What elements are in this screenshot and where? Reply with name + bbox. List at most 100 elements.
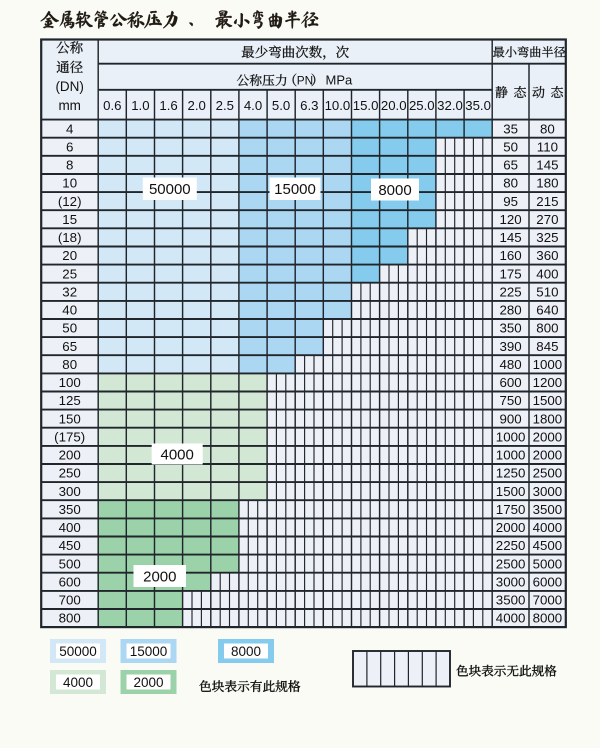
svg-text:1500: 1500 <box>533 393 563 408</box>
svg-text:280: 280 <box>500 303 522 318</box>
svg-text:1.0: 1.0 <box>131 98 149 113</box>
svg-text:20: 20 <box>62 248 77 263</box>
svg-text:6.3: 6.3 <box>300 98 318 113</box>
svg-text:PN: PN <box>297 74 313 88</box>
svg-text:350: 350 <box>500 321 522 336</box>
svg-text:2.0: 2.0 <box>188 98 206 113</box>
svg-text:100: 100 <box>59 375 81 390</box>
svg-text:4: 4 <box>66 121 73 136</box>
svg-text:125: 125 <box>59 393 81 408</box>
svg-text:25: 25 <box>62 266 77 281</box>
svg-text:4500: 4500 <box>533 538 563 553</box>
svg-text:2000: 2000 <box>143 568 176 585</box>
svg-text:1000: 1000 <box>496 429 526 444</box>
svg-text:1000: 1000 <box>496 448 526 463</box>
svg-text:150: 150 <box>59 411 81 426</box>
svg-text:700: 700 <box>59 593 81 608</box>
svg-text:600: 600 <box>59 574 81 589</box>
svg-text:35: 35 <box>503 121 518 136</box>
svg-text:2000: 2000 <box>533 448 563 463</box>
svg-text:15000: 15000 <box>130 644 168 659</box>
svg-text:8000: 8000 <box>231 644 261 659</box>
svg-text:4.0: 4.0 <box>244 98 262 113</box>
svg-text:270: 270 <box>536 212 558 227</box>
svg-text:4000: 4000 <box>496 611 526 626</box>
svg-text:2500: 2500 <box>533 466 563 481</box>
svg-text:40: 40 <box>62 303 77 318</box>
svg-text:225: 225 <box>500 284 522 299</box>
svg-text:35.0: 35.0 <box>465 98 491 113</box>
svg-text:3500: 3500 <box>496 593 526 608</box>
svg-text:1.6: 1.6 <box>159 98 177 113</box>
svg-text:800: 800 <box>536 321 558 336</box>
svg-text:510: 510 <box>536 284 558 299</box>
svg-text:400: 400 <box>536 266 558 281</box>
svg-text:50: 50 <box>62 321 77 336</box>
svg-text:10: 10 <box>62 176 77 191</box>
svg-text:400: 400 <box>59 520 81 535</box>
svg-text:6000: 6000 <box>533 574 563 589</box>
svg-text:200: 200 <box>59 448 81 463</box>
svg-text:180: 180 <box>536 176 558 191</box>
svg-text:450: 450 <box>59 538 81 553</box>
svg-text:80: 80 <box>62 357 77 372</box>
svg-text:750: 750 <box>500 393 522 408</box>
svg-text:1250: 1250 <box>496 466 526 481</box>
svg-text:500: 500 <box>59 556 81 571</box>
svg-text:8: 8 <box>66 158 73 173</box>
svg-text:15.0: 15.0 <box>353 98 379 113</box>
svg-text:2500: 2500 <box>496 556 526 571</box>
svg-text:2000: 2000 <box>133 675 163 690</box>
svg-text:250: 250 <box>59 466 81 481</box>
svg-text:1750: 1750 <box>496 502 526 517</box>
svg-text:15: 15 <box>62 212 77 227</box>
svg-text:(DN): (DN) <box>55 79 84 94</box>
svg-text:3000: 3000 <box>496 574 526 589</box>
svg-text:80: 80 <box>540 121 555 136</box>
svg-text:2250: 2250 <box>496 538 526 553</box>
svg-text:25.0: 25.0 <box>409 98 435 113</box>
svg-text:50: 50 <box>503 139 518 154</box>
svg-text:600: 600 <box>500 375 522 390</box>
svg-text:32: 32 <box>62 284 77 299</box>
svg-text:4000: 4000 <box>533 520 563 535</box>
svg-text:1200: 1200 <box>533 375 563 390</box>
svg-text:32.0: 32.0 <box>437 98 463 113</box>
svg-text:325: 325 <box>536 230 558 245</box>
svg-text:65: 65 <box>62 339 77 354</box>
svg-text:80: 80 <box>503 176 518 191</box>
svg-text:845: 845 <box>536 339 558 354</box>
svg-text:215: 215 <box>536 194 558 209</box>
svg-text:8000: 8000 <box>378 182 411 199</box>
svg-text:20.0: 20.0 <box>381 98 407 113</box>
svg-text:mm: mm <box>58 98 81 113</box>
svg-text:350: 350 <box>59 502 81 517</box>
svg-text:480: 480 <box>500 357 522 372</box>
svg-text:5000: 5000 <box>533 556 563 571</box>
svg-text:MPa: MPa <box>326 73 354 88</box>
svg-text:10.0: 10.0 <box>325 98 351 113</box>
svg-text:15000: 15000 <box>274 181 316 198</box>
svg-text:300: 300 <box>59 484 81 499</box>
svg-text:50000: 50000 <box>149 181 191 198</box>
svg-text:900: 900 <box>500 411 522 426</box>
svg-text:110: 110 <box>537 139 558 154</box>
svg-text:1000: 1000 <box>533 357 563 372</box>
svg-text:800: 800 <box>59 611 81 626</box>
svg-text:0.6: 0.6 <box>103 98 121 113</box>
svg-text:175: 175 <box>500 266 522 281</box>
svg-text:3500: 3500 <box>533 502 563 517</box>
svg-text:4000: 4000 <box>161 446 194 463</box>
svg-text:120: 120 <box>500 212 522 227</box>
svg-text:360: 360 <box>536 248 558 263</box>
svg-text:7000: 7000 <box>533 593 563 608</box>
svg-text:4000: 4000 <box>63 675 93 690</box>
svg-text:1500: 1500 <box>496 484 526 499</box>
svg-text:160: 160 <box>500 248 522 263</box>
svg-text:390: 390 <box>500 339 522 354</box>
svg-text:3000: 3000 <box>533 484 563 499</box>
svg-text:2000: 2000 <box>533 429 563 444</box>
svg-text:145: 145 <box>536 158 558 173</box>
svg-text:65: 65 <box>503 158 518 173</box>
svg-text:2.5: 2.5 <box>216 98 234 113</box>
